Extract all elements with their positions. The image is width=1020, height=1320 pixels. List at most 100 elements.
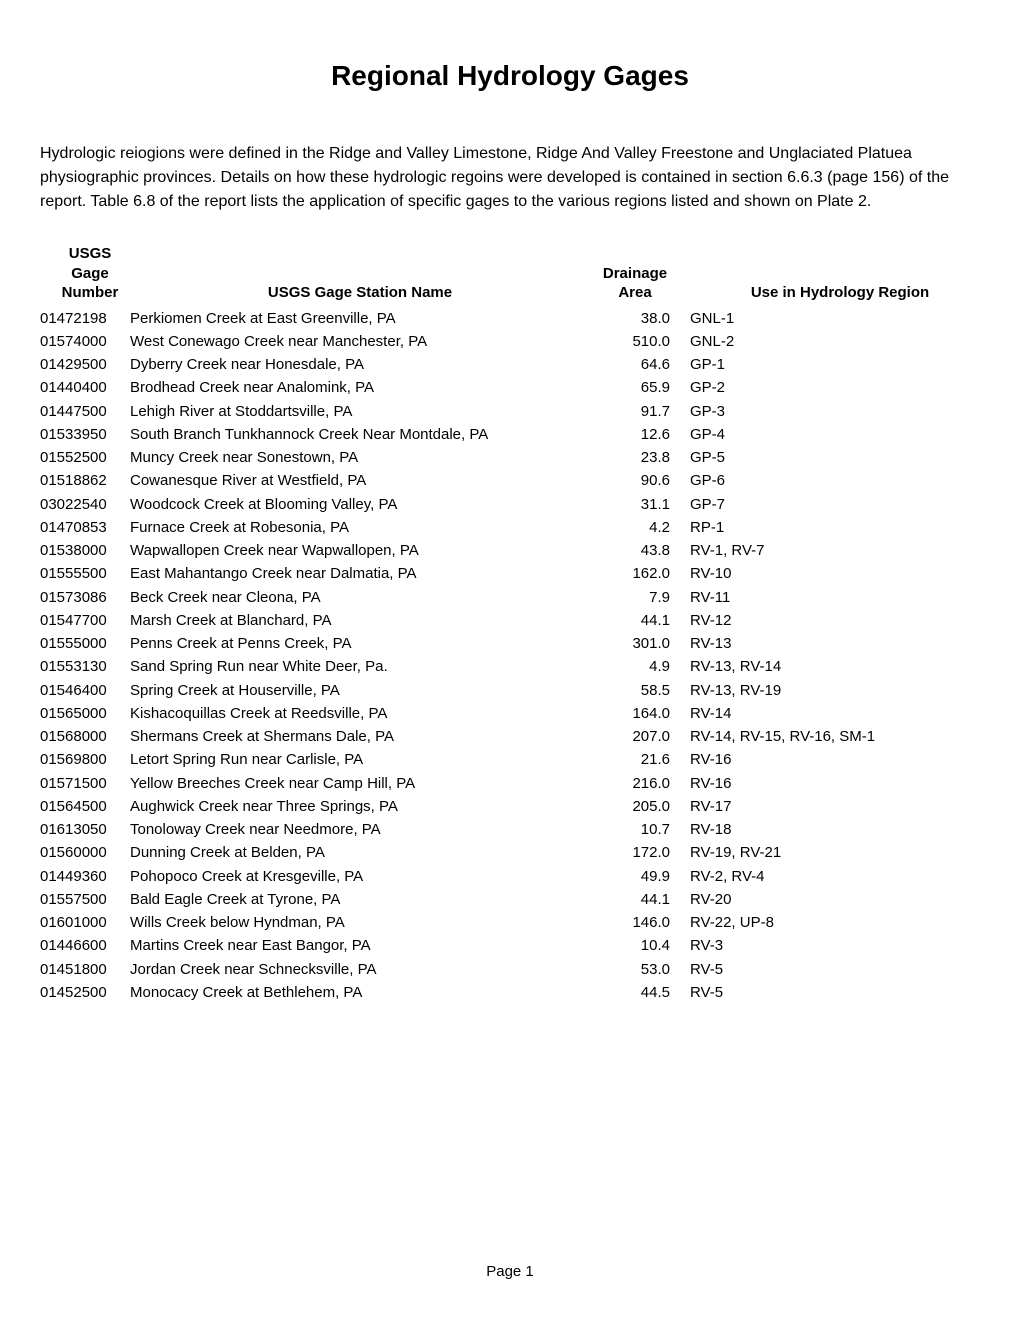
- cell-name: Monocacy Creek at Bethlehem, PA: [130, 981, 590, 1004]
- cell-name: Marsh Creek at Blanchard, PA: [130, 609, 590, 632]
- cell-region: RV-20: [680, 888, 980, 911]
- cell-area: 58.5: [590, 679, 680, 702]
- cell-area: 172.0: [590, 841, 680, 864]
- cell-name: Dyberry Creek near Honesdale, PA: [130, 353, 590, 376]
- cell-gage: 01446600: [40, 934, 130, 957]
- cell-gage: 03022540: [40, 493, 130, 516]
- cell-area: 12.6: [590, 423, 680, 446]
- cell-region: GP-2: [680, 376, 980, 399]
- table-row: 01569800Letort Spring Run near Carlisle,…: [40, 748, 980, 771]
- page-title: Regional Hydrology Gages: [40, 60, 980, 92]
- cell-area: 164.0: [590, 702, 680, 725]
- header-gage: USGS Gage Number: [40, 244, 130, 303]
- cell-region: RV-1, RV-7: [680, 539, 980, 562]
- cell-name: Cowanesque River at Westfield, PA: [130, 469, 590, 492]
- intro-text: Hydrologic reiogions were defined in the…: [40, 142, 980, 214]
- cell-gage: 01560000: [40, 841, 130, 864]
- table-row: 01449360Pohopoco Creek at Kresgeville, P…: [40, 865, 980, 888]
- cell-name: Muncy Creek near Sonestown, PA: [130, 446, 590, 469]
- cell-region: RV-5: [680, 958, 980, 981]
- cell-region: RV-16: [680, 748, 980, 771]
- cell-area: 44.1: [590, 609, 680, 632]
- header-area-l1: Drainage: [603, 264, 667, 284]
- table-row: 01573086Beck Creek near Cleona, PA7.9RV-…: [40, 586, 980, 609]
- gages-table: USGS Gage Number USGS Gage Station Name …: [40, 244, 980, 1004]
- cell-gage: 01533950: [40, 423, 130, 446]
- cell-region: RV-14, RV-15, RV-16, SM-1: [680, 725, 980, 748]
- cell-area: 38.0: [590, 307, 680, 330]
- cell-area: 65.9: [590, 376, 680, 399]
- cell-gage: 01601000: [40, 911, 130, 934]
- table-header: USGS Gage Number USGS Gage Station Name …: [40, 244, 980, 303]
- cell-gage: 01538000: [40, 539, 130, 562]
- cell-region: GNL-1: [680, 307, 980, 330]
- cell-area: 31.1: [590, 493, 680, 516]
- table-row: 01451800Jordan Creek near Schnecksville,…: [40, 958, 980, 981]
- header-region-label: Use in Hydrology Region: [751, 283, 929, 303]
- cell-gage: 01571500: [40, 772, 130, 795]
- header-area: Drainage Area: [590, 244, 680, 303]
- cell-area: 7.9: [590, 586, 680, 609]
- cell-region: GP-3: [680, 400, 980, 423]
- table-row: 01452500Monocacy Creek at Bethlehem, PA4…: [40, 981, 980, 1004]
- cell-area: 90.6: [590, 469, 680, 492]
- cell-area: 301.0: [590, 632, 680, 655]
- table-row: 01546400Spring Creek at Houserville, PA5…: [40, 679, 980, 702]
- cell-area: 49.9: [590, 865, 680, 888]
- table-row: 01568000Shermans Creek at Shermans Dale,…: [40, 725, 980, 748]
- cell-region: RV-10: [680, 562, 980, 585]
- cell-area: 44.5: [590, 981, 680, 1004]
- cell-name: Bald Eagle Creek at Tyrone, PA: [130, 888, 590, 911]
- cell-gage: 01557500: [40, 888, 130, 911]
- header-gage-l3: Number: [62, 284, 119, 301]
- cell-area: 53.0: [590, 958, 680, 981]
- cell-region: GP-6: [680, 469, 980, 492]
- cell-name: Letort Spring Run near Carlisle, PA: [130, 748, 590, 771]
- table-row: 01565000Kishacoquillas Creek at Reedsvil…: [40, 702, 980, 725]
- cell-region: GP-1: [680, 353, 980, 376]
- cell-gage: 01573086: [40, 586, 130, 609]
- cell-region: RV-18: [680, 818, 980, 841]
- cell-gage: 01552500: [40, 446, 130, 469]
- table-row: 01574000West Conewago Creek near Manches…: [40, 330, 980, 353]
- cell-gage: 01470853: [40, 516, 130, 539]
- cell-gage: 01449360: [40, 865, 130, 888]
- cell-gage: 01546400: [40, 679, 130, 702]
- cell-area: 162.0: [590, 562, 680, 585]
- table-row: 01552500Muncy Creek near Sonestown, PA23…: [40, 446, 980, 469]
- cell-region: RV-19, RV-21: [680, 841, 980, 864]
- cell-name: Kishacoquillas Creek at Reedsville, PA: [130, 702, 590, 725]
- table-row: 01470853Furnace Creek at Robesonia, PA4.…: [40, 516, 980, 539]
- table-row: 01601000Wills Creek below Hyndman, PA146…: [40, 911, 980, 934]
- cell-area: 510.0: [590, 330, 680, 353]
- cell-gage: 01568000: [40, 725, 130, 748]
- cell-area: 205.0: [590, 795, 680, 818]
- table-row: 03022540Woodcock Creek at Blooming Valle…: [40, 493, 980, 516]
- cell-name: Tonoloway Creek near Needmore, PA: [130, 818, 590, 841]
- table-row: 01555500East Mahantango Creek near Dalma…: [40, 562, 980, 585]
- cell-region: RV-13, RV-14: [680, 655, 980, 678]
- cell-name: Jordan Creek near Schnecksville, PA: [130, 958, 590, 981]
- cell-area: 64.6: [590, 353, 680, 376]
- cell-name: Sand Spring Run near White Deer, Pa.: [130, 655, 590, 678]
- cell-name: West Conewago Creek near Manchester, PA: [130, 330, 590, 353]
- cell-name: Shermans Creek at Shermans Dale, PA: [130, 725, 590, 748]
- cell-area: 91.7: [590, 400, 680, 423]
- cell-name: Spring Creek at Houserville, PA: [130, 679, 590, 702]
- cell-name: Wapwallopen Creek near Wapwallopen, PA: [130, 539, 590, 562]
- cell-name: Martins Creek near East Bangor, PA: [130, 934, 590, 957]
- cell-gage: 01447500: [40, 400, 130, 423]
- cell-gage: 01440400: [40, 376, 130, 399]
- header-area-l2: Area: [618, 283, 651, 303]
- cell-region: RV-22, UP-8: [680, 911, 980, 934]
- cell-name: Yellow Breeches Creek near Camp Hill, PA: [130, 772, 590, 795]
- cell-gage: 01547700: [40, 609, 130, 632]
- cell-name: Brodhead Creek near Analomink, PA: [130, 376, 590, 399]
- table-row: 01446600Martins Creek near East Bangor, …: [40, 934, 980, 957]
- cell-region: RV-2, RV-4: [680, 865, 980, 888]
- cell-area: 207.0: [590, 725, 680, 748]
- table-row: 01564500Aughwick Creek near Three Spring…: [40, 795, 980, 818]
- table-row: 01429500Dyberry Creek near Honesdale, PA…: [40, 353, 980, 376]
- cell-gage: 01553130: [40, 655, 130, 678]
- cell-name: Aughwick Creek near Three Springs, PA: [130, 795, 590, 818]
